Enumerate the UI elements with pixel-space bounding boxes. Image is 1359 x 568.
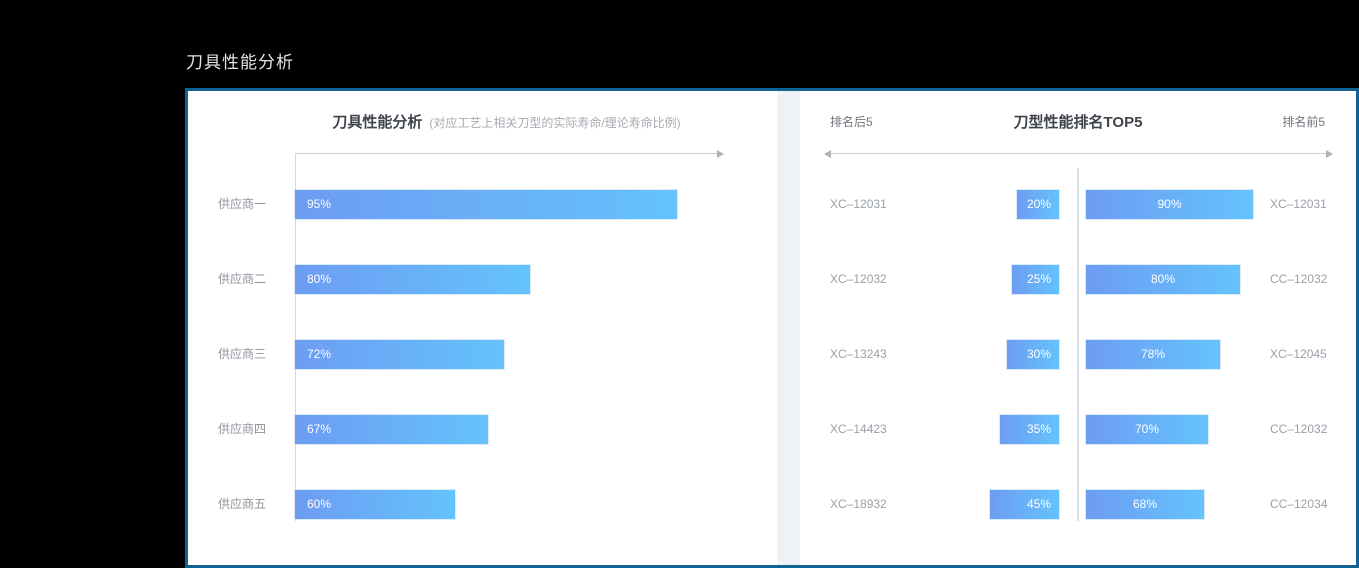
chart-row: XC–12032 25% 80% CC–12032	[800, 265, 1356, 294]
bar-value-label: 95%	[307, 197, 332, 211]
top-rank-label: 排名前5	[1282, 115, 1325, 129]
category-label: 供应商一	[217, 197, 266, 211]
bar-value-label: 72%	[307, 347, 332, 361]
top-rank-category-label: XC–12045	[1270, 347, 1327, 361]
bar-value-label: 90%	[1157, 197, 1182, 211]
bar-value-label: 60%	[307, 497, 332, 511]
bottom-rank-value-bar: 30%	[1007, 340, 1059, 369]
chart-row: 供应商二 80%	[188, 265, 777, 294]
axis-arrow-right-icon	[1326, 150, 1333, 158]
chart-row: XC–12031 20% 90% XC–12031	[800, 190, 1356, 219]
left-chart-header: 刀具性能分析 (对应工艺上相关刀型的实际寿命/理论寿命比例)	[295, 111, 718, 132]
top-rank-value-bar: 68%	[1086, 490, 1204, 519]
left-chart-subtitle: (对应工艺上相关刀型的实际寿命/理论寿命比例)	[429, 116, 681, 130]
top-rank-category-label: CC–12034	[1270, 497, 1328, 511]
chart-row: XC–13243 30% 78% XC–12045	[800, 340, 1356, 369]
right-chart-header: 刀型性能排名TOP5	[800, 111, 1356, 132]
bar-value-label: 67%	[307, 422, 332, 436]
top-rank-value-bar: 90%	[1086, 190, 1253, 219]
left-chart-title: 刀具性能分析	[332, 114, 423, 131]
bar-value-label: 80%	[1150, 272, 1176, 286]
bar-value-label: 30%	[1026, 347, 1051, 361]
bottom-rank-value-bar: 35%	[1000, 415, 1059, 444]
chart-row: XC–14423 35% 70% CC–12032	[800, 415, 1356, 444]
supplier-performance-card: 刀具性能分析 (对应工艺上相关刀型的实际寿命/理论寿命比例) 供应商一 95% 供…	[188, 91, 777, 565]
chart-row: 供应商四 67%	[188, 415, 777, 444]
right-chart-title: 刀型性能排名TOP5	[1013, 114, 1143, 131]
top-rank-category-label: CC–12032	[1270, 272, 1328, 286]
top-rank-value-bar: 78%	[1086, 340, 1220, 369]
category-label: 供应商二	[217, 272, 266, 286]
value-bar: 80%	[295, 265, 530, 294]
axis-arrow-left-icon	[824, 150, 831, 158]
top-rank-category-label: CC–12032	[1270, 422, 1328, 436]
ranking-axis-line	[824, 150, 1333, 158]
bottom-rank-category-label: XC–14423	[830, 422, 887, 436]
value-bar: 72%	[295, 340, 504, 369]
bar-value-label: 35%	[1026, 422, 1051, 436]
top-rank-value-bar: 80%	[1086, 265, 1240, 294]
chart-row: 供应商三 72%	[188, 340, 777, 369]
bottom-rank-value-bar: 25%	[1012, 265, 1059, 294]
top-rank-category-label: XC–12031	[1270, 197, 1327, 211]
x-axis-line	[295, 150, 724, 158]
bar-value-label: 78%	[1140, 347, 1166, 361]
axis-arrow-right-icon	[717, 150, 724, 158]
top-rank-value-bar: 70%	[1086, 415, 1208, 444]
bottom-rank-value-bar: 45%	[990, 490, 1059, 519]
value-bar: 60%	[295, 490, 455, 519]
bar-value-label: 45%	[1026, 497, 1051, 511]
bottom-rank-value-bar: 20%	[1017, 190, 1059, 219]
chart-row: 供应商一 95%	[188, 190, 777, 219]
category-label: 供应商三	[217, 347, 266, 361]
bottom-rank-category-label: XC–12031	[830, 197, 887, 211]
page-title: 刀具性能分析	[186, 53, 294, 72]
center-divider-line	[1077, 168, 1079, 521]
bottom-rank-category-label: XC–18932	[830, 497, 887, 511]
bottom-rank-label: 排名后5	[830, 115, 873, 129]
bottom-rank-category-label: XC–12032	[830, 272, 887, 286]
category-label: 供应商五	[217, 497, 266, 511]
bar-value-label: 68%	[1132, 497, 1158, 511]
bar-value-label: 20%	[1026, 197, 1051, 211]
bar-value-label: 25%	[1026, 272, 1051, 286]
bottom-rank-category-label: XC–13243	[830, 347, 887, 361]
tool-ranking-card: 排名后5 刀型性能排名TOP5 排名前5 XC–12031 20% 90% XC…	[800, 91, 1356, 565]
bar-value-label: 70%	[1134, 422, 1160, 436]
category-label: 供应商四	[217, 422, 266, 436]
value-bar: 67%	[295, 415, 488, 444]
y-axis-line	[295, 153, 296, 521]
chart-row: 供应商五 60%	[188, 490, 777, 519]
dashboard-panel: 刀具性能分析 (对应工艺上相关刀型的实际寿命/理论寿命比例) 供应商一 95% 供…	[185, 88, 1359, 568]
bar-value-label: 80%	[307, 272, 332, 286]
value-bar: 95%	[295, 190, 677, 219]
chart-row: XC–18932 45% 68% CC–12034	[800, 490, 1356, 519]
